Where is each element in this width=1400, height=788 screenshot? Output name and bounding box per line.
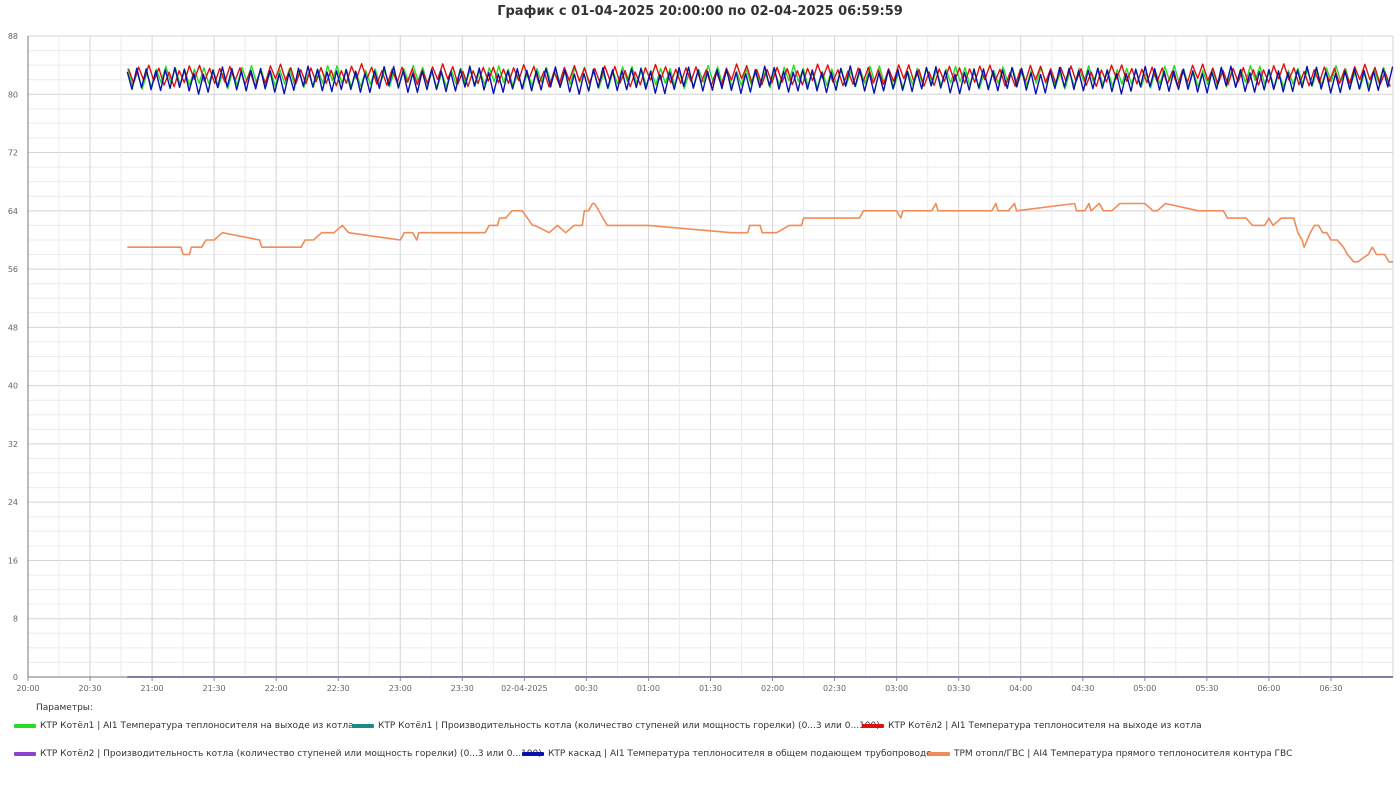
series-line-1 [127, 64, 1389, 90]
y-tick-label: 0 [13, 673, 18, 682]
axes-layer: 0 8 16 24 32 40 48 56 64 72 80 88 20:00 20:30 21:00 21:… [8, 32, 1393, 693]
legend-swatch [14, 752, 36, 756]
legend-item: КТР каскад | AI1 Температура теплоносите… [522, 748, 932, 760]
x-tick-label: 00:30 [575, 684, 598, 693]
legend-label: КТР Котёл2 | AI1 Температура теплоносите… [888, 721, 1202, 731]
y-tick-label: 24 [8, 498, 18, 507]
x-tick-label: 03:00 [885, 684, 908, 693]
legend-item: КТР Котёл1 | Производительность котла (к… [352, 720, 880, 732]
y-tick-label: 72 [8, 149, 18, 158]
legend-item: КТР Котёл1 | AI1 Температура теплоносите… [14, 720, 354, 732]
legend-label: КТР Котёл2 | Производительность котла (к… [40, 749, 542, 759]
x-tick-label: 05:30 [1195, 684, 1218, 693]
x-tick-label: 20:00 [16, 684, 39, 693]
legend-swatch [862, 724, 884, 728]
legend-header: Параметры: [36, 703, 93, 713]
legend-label: КТР Котёл1 | Производительность котла (к… [378, 721, 880, 731]
legend-label: КТР каскад | AI1 Температура теплоносите… [548, 749, 932, 759]
series-layer [126, 63, 1394, 678]
x-tick-label: 02:30 [823, 684, 846, 693]
x-tick-label: 20:30 [79, 684, 102, 693]
x-tick-label: 21:00 [141, 684, 164, 693]
y-tick-label: 40 [8, 382, 18, 391]
y-tick-label: 88 [8, 32, 18, 41]
grid-layer [27, 35, 1394, 678]
y-tick-label: 48 [8, 323, 18, 332]
x-tick-label: 23:00 [389, 684, 412, 693]
x-tick-label: 04:00 [1009, 684, 1032, 693]
y-tick-label: 80 [8, 90, 18, 99]
x-tick-label: 21:30 [203, 684, 226, 693]
x-tick-label: 23:30 [451, 684, 474, 693]
legend-item: ТРМ отопл/ГВС | AI4 Температура прямого … [928, 748, 1292, 760]
x-tick-label: 02:00 [761, 684, 784, 693]
x-tick-label: 03:30 [947, 684, 970, 693]
y-tick-label: 56 [8, 265, 18, 274]
x-tick-label: 01:00 [637, 684, 660, 693]
legend-swatch [522, 752, 544, 756]
x-tick-label: 22:00 [265, 684, 288, 693]
legend-swatch [928, 752, 950, 756]
x-tick-label: 01:30 [699, 684, 722, 693]
y-tick-label: 32 [8, 440, 18, 449]
x-tick-label: 04:30 [1071, 684, 1094, 693]
y-tick-label: 64 [8, 207, 18, 216]
legend-item: КТР Котёл2 | Производительность котла (к… [14, 748, 542, 760]
y-tick-label: 8 [13, 615, 18, 624]
chart-title: График с 01-04-2025 20:00:00 по 02-04-20… [497, 4, 903, 19]
x-tick-label: 02-04-2025 [501, 684, 548, 693]
series-line-6 [127, 202, 1393, 263]
x-tick-label: 06:00 [1257, 684, 1280, 693]
legend-swatch [352, 724, 374, 728]
chart-svg: 0 8 16 24 32 40 48 56 64 72 80 88 20:00 20:30 21:00 21:… [8, 32, 1394, 693]
legend-label: КТР Котёл1 | AI1 Температура теплоносите… [40, 721, 354, 731]
x-tick-label: 06:30 [1319, 684, 1342, 693]
x-tick-label: 05:00 [1133, 684, 1156, 693]
y-tick-label: 16 [8, 556, 18, 565]
legend-label: ТРМ отопл/ГВС | AI4 Температура прямого … [954, 749, 1293, 759]
x-tick-label: 22:30 [327, 684, 350, 693]
legend-item: КТР Котёл2 | AI1 Температура теплоносите… [862, 720, 1202, 732]
series-line-5 [126, 65, 1394, 95]
legend-swatch [14, 724, 36, 728]
